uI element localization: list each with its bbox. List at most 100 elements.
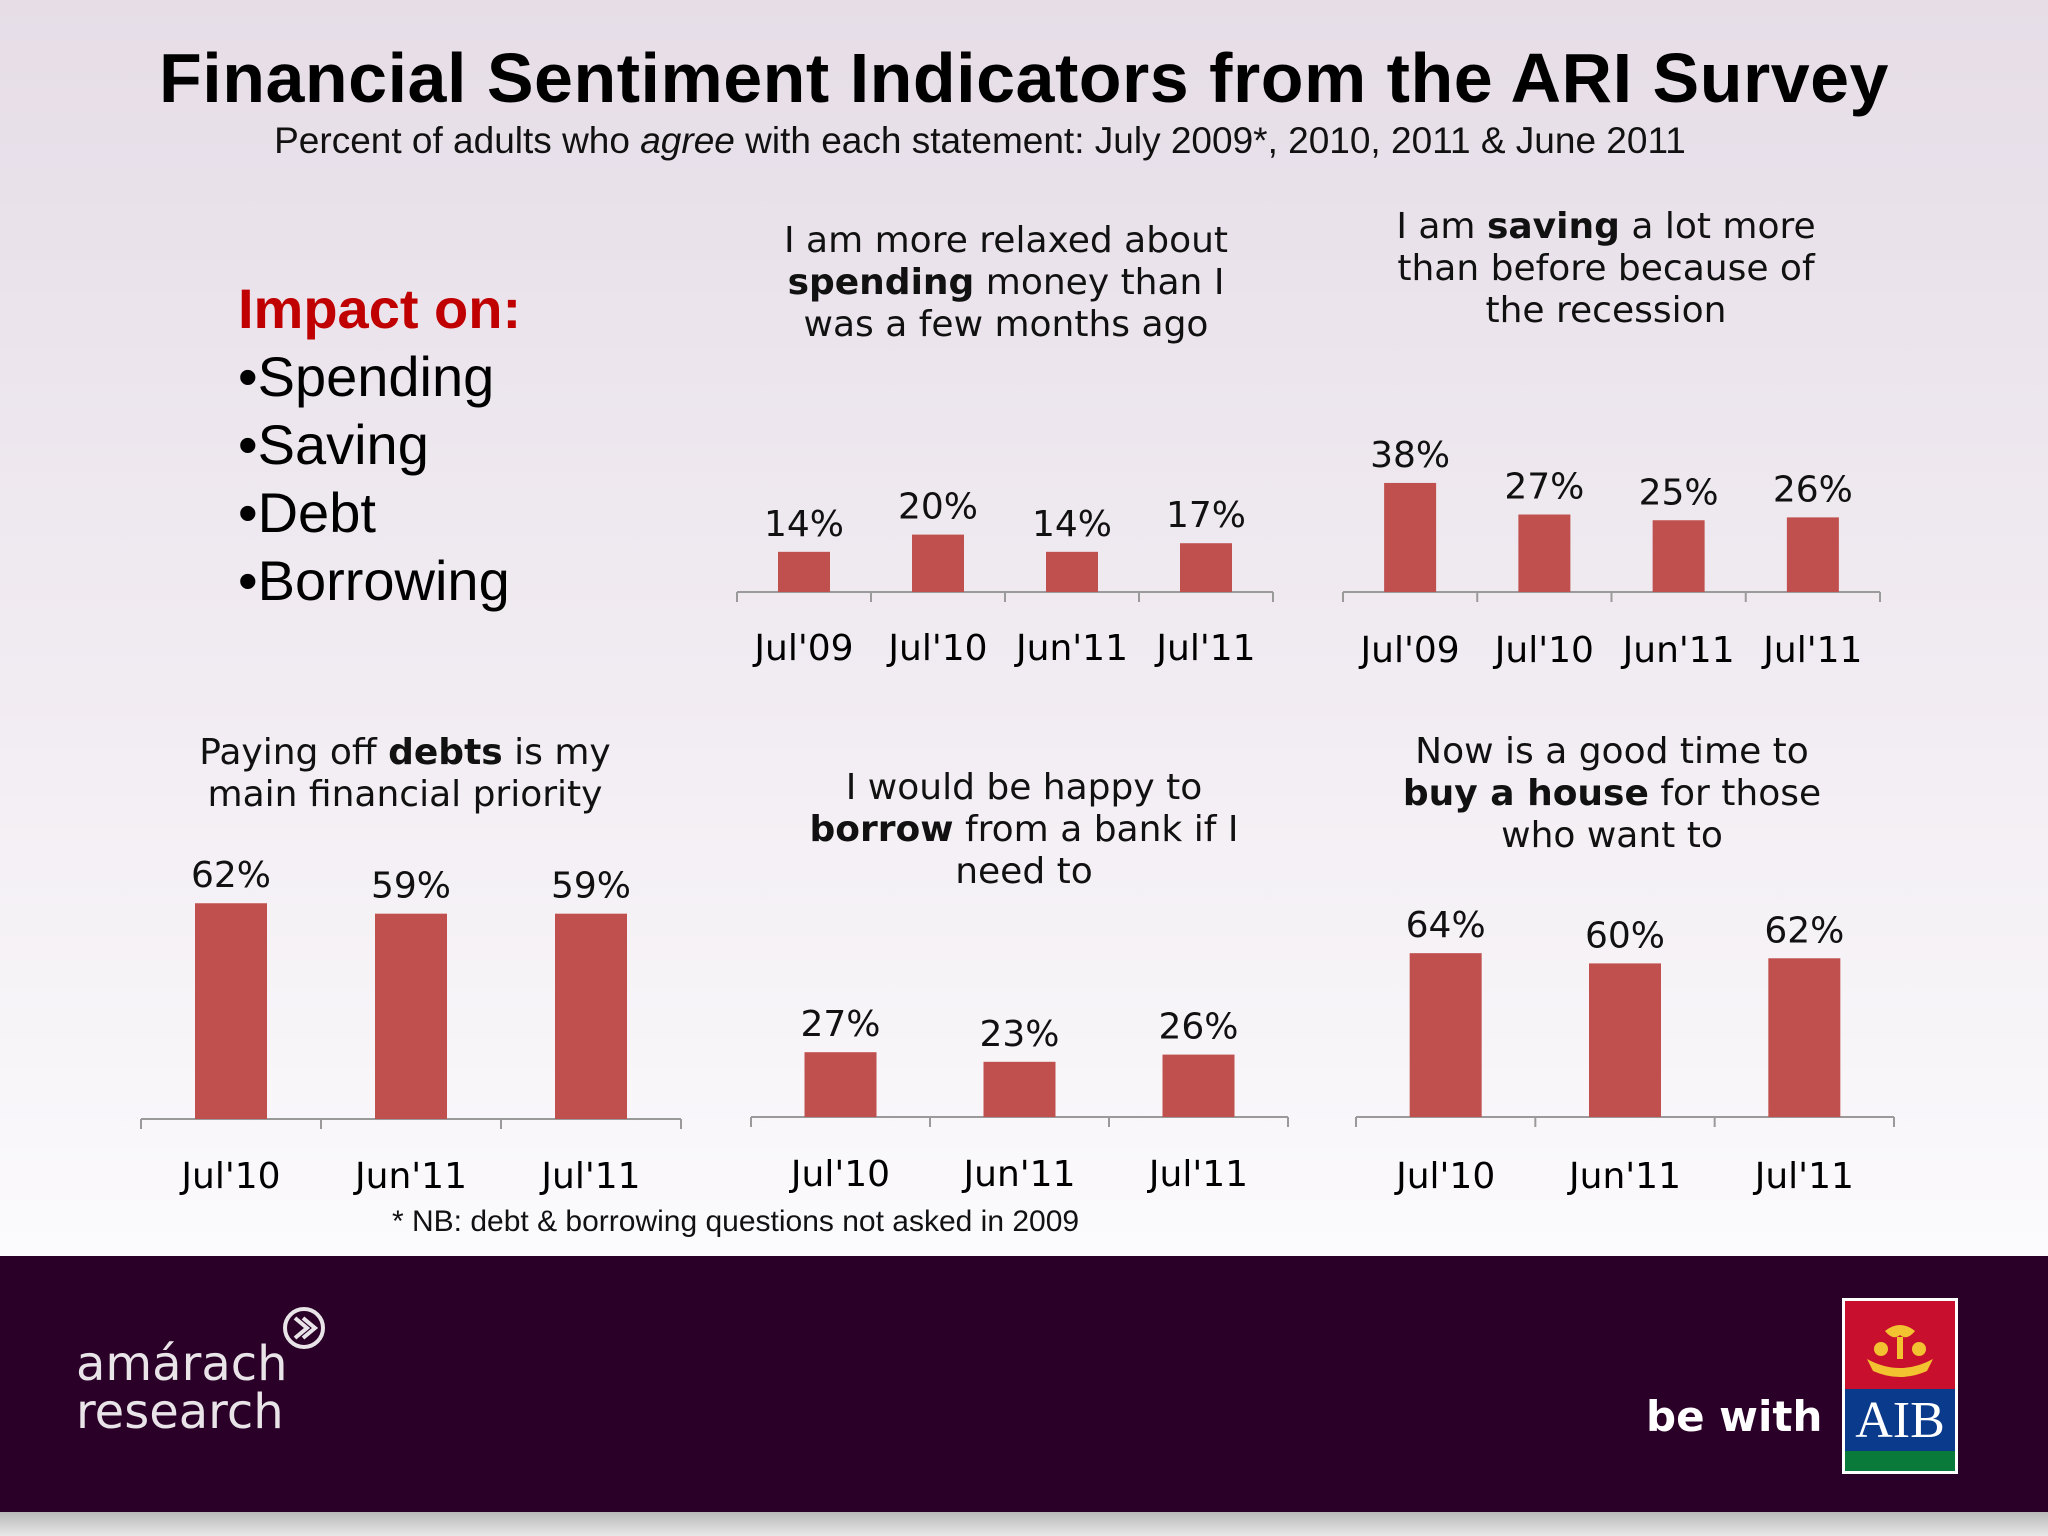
amarach-logo: amárach research [76,1340,288,1436]
question-text: money than I [974,262,1225,303]
category-label: Jul'10 [179,1156,280,1197]
bar [1518,514,1571,592]
question-saving: I am saving a lot more than before becau… [1346,206,1866,332]
aib-text: AIB [1855,1392,1945,1449]
question-line: Paying off debts is my [150,732,660,774]
data-label: 27% [1504,467,1584,508]
category-label: Jul'11 [1753,1156,1854,1197]
data-label: 14% [764,504,844,545]
impact-heading: Impact on: [238,277,522,340]
slide-background [0,0,2048,1256]
bar [1409,953,1482,1117]
data-label: 27% [800,1004,880,1045]
category-label: Jun'11 [353,1156,467,1197]
category-label: Jul'11 [1147,1154,1248,1195]
subtitle-text-end: with each statement: July 2009*, 2010, 2… [734,120,1686,161]
data-label: 26% [1773,469,1853,510]
data-label: 17% [1166,495,1246,536]
page-title: Financial Sentiment Indicators from the … [159,39,1889,117]
category-label: Jul'11 [539,1156,640,1197]
tagline: be with [1646,1392,1823,1441]
category-label: Jul'11 [1154,628,1255,669]
impact-item-spending: •Spending [238,345,495,408]
question-borrow: I would be happy to borrow from a bank i… [770,767,1278,893]
question-debts: Paying off debts is my main financial pr… [150,732,660,816]
question-text: from a bank if I [953,809,1239,850]
question-line: Now is a good time to [1415,731,1809,772]
question-line: who want to [1501,815,1723,856]
question-text: a lot more [1619,206,1816,247]
data-label: 25% [1639,472,1719,513]
question-keyword: saving [1486,206,1620,247]
question-text: I am [1396,206,1487,247]
category-label: Jun'11 [1621,630,1735,671]
bar [983,1061,1056,1117]
question-keyword: borrow [809,809,954,850]
footnote: * NB: debt & borrowing questions not ask… [392,1205,1080,1238]
bar [195,903,267,1119]
impact-item-debt: •Debt [238,481,376,544]
question-text: for those [1648,773,1822,814]
subtitle-emphasis: agree [640,120,735,161]
impact-list: Impact on: •Spending •Saving •Debt •Borr… [238,275,521,615]
bar [912,534,964,592]
data-label: 20% [898,487,978,528]
category-label: Jun'11 [1014,628,1128,669]
bar [1786,517,1839,592]
subtitle-text: Percent of adults who [274,120,641,161]
data-label: 62% [1764,910,1844,951]
bar [1768,958,1841,1117]
data-label: 59% [371,866,451,907]
data-label: 26% [1158,1007,1238,1048]
question-house: Now is a good time to buy a house for th… [1352,731,1872,857]
data-label: 60% [1585,915,1665,956]
question-keyword: debts [388,732,503,773]
bar [1046,551,1098,592]
footer-bar [0,1256,2048,1512]
question-text: Paying off [199,732,389,773]
data-label: 23% [979,1014,1059,1055]
question-line: I am saving a lot more [1346,206,1866,248]
category-label: Jul'11 [1761,630,1862,671]
data-label: 64% [1406,905,1486,946]
category-label: Jul'10 [1394,1156,1495,1197]
category-label: Jul'10 [886,628,987,669]
impact-item-saving: •Saving [238,413,429,476]
chevron-right-icon [283,1307,325,1349]
question-line: was a few months ago [803,304,1209,345]
question-line: borrow from a bank if I [770,809,1278,851]
question-line: I am more relaxed about [783,220,1229,261]
question-line: I would be happy to [845,767,1203,808]
chart-saving: 38% Jul'09 27% Jul'10 25% Jun'11 26% Jul'11 [1342,435,1881,671]
question-keyword: spending [787,262,975,303]
category-label: Jun'11 [962,1154,1076,1195]
aib-logo: AIB [1842,1298,1958,1474]
question-line: need to [955,851,1093,892]
bottom-strip [0,1512,2048,1536]
category-label: Jul'10 [1493,630,1594,671]
bar-charts: 14% Jul'09 20% Jul'10 14% Jun'11 17% Jul'11 38% J… [140,435,1895,1197]
data-label: 59% [551,866,631,907]
question-keyword: buy a house [1402,773,1649,814]
bar [1384,482,1437,592]
category-label: Jul'09 [752,628,853,669]
bar [1652,520,1705,592]
question-line: buy a house for those [1352,773,1872,815]
bar [1589,963,1661,1117]
data-label: 62% [191,855,271,896]
category-label: Jul'10 [789,1154,890,1195]
bar [1180,543,1232,592]
chart-house: 64% Jul'10 60% Jun'11 62% Jul'11 [1355,905,1895,1197]
data-label: 14% [1032,504,1112,545]
chart-borrow: 27% Jul'10 23% Jun'11 26% Jul'11 [750,1004,1289,1195]
question-spending: I am more relaxed about spending money t… [746,220,1266,346]
question-text: is my [502,732,611,773]
chart-spending: 14% Jul'09 20% Jul'10 14% Jun'11 17% Jul'11 [736,487,1274,669]
bar [804,1052,877,1117]
page-subtitle: Percent of adults who agree with each st… [0,120,1960,162]
bar [1162,1054,1235,1117]
question-line: spending money than I [746,262,1266,304]
bar [778,551,830,592]
logo-text: amárach [76,1336,288,1392]
impact-item-borrowing: •Borrowing [238,549,510,612]
